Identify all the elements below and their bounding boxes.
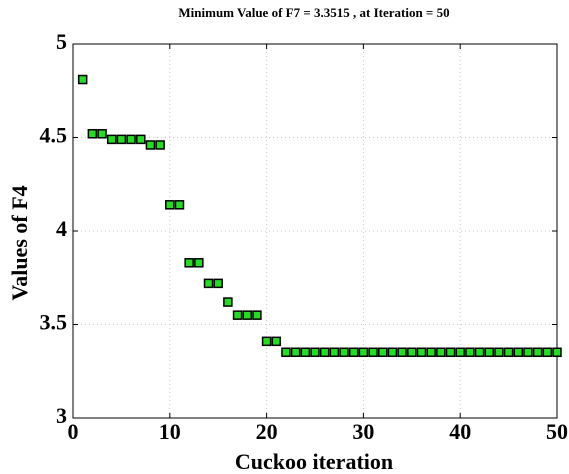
marker: [155, 140, 165, 150]
x-axis-label: Cuckoo iteration: [235, 449, 393, 474]
marker: [339, 347, 349, 358]
marker: [484, 347, 494, 358]
x-tick-label: 40: [449, 419, 471, 444]
marker: [358, 347, 369, 358]
marker: [136, 134, 146, 145]
x-tick-label: 20: [256, 419, 278, 444]
marker: [165, 200, 175, 210]
y-tick-label: 4.5: [40, 123, 68, 148]
marker: [116, 134, 127, 145]
marker: [261, 336, 272, 347]
marker: [436, 347, 446, 358]
marker: [271, 336, 282, 347]
marker: [242, 310, 252, 320]
y-tick-label: 5: [56, 29, 67, 54]
marker: [494, 347, 504, 358]
marker: [523, 347, 533, 358]
marker: [416, 347, 427, 358]
y-tick-label: 3.5: [40, 310, 68, 335]
y-tick-label: 4: [56, 216, 67, 241]
y-axis-label: Values of F4: [7, 185, 32, 300]
marker: [223, 297, 233, 307]
marker: [465, 347, 475, 358]
marker: [532, 347, 543, 358]
marker: [319, 347, 330, 358]
marker: [348, 347, 359, 358]
marker: [474, 347, 485, 358]
x-tick-label: 10: [159, 419, 181, 444]
marker: [329, 347, 340, 358]
x-tick-label: 0: [68, 419, 79, 444]
marker: [87, 129, 98, 139]
marker: [194, 258, 204, 268]
marker: [174, 200, 185, 210]
marker: [232, 310, 243, 320]
marker: [426, 347, 436, 358]
marker: [503, 347, 514, 358]
marker: [397, 347, 407, 358]
marker: [126, 134, 136, 145]
x-tick-label: 30: [352, 419, 374, 444]
marker: [310, 347, 320, 358]
chart-title: Minimum Value of F7 = 3.3515 , at Iterat…: [178, 5, 449, 20]
marker: [213, 278, 223, 289]
marker: [407, 347, 417, 358]
marker: [97, 129, 107, 139]
marker: [445, 347, 456, 358]
marker: [290, 347, 301, 358]
marker: [145, 140, 156, 150]
marker: [281, 347, 291, 358]
marker: [552, 347, 562, 358]
marker: [252, 310, 262, 320]
marker: [368, 347, 378, 358]
marker: [106, 134, 117, 145]
marker: [184, 258, 194, 268]
x-tick-label: 50: [546, 419, 568, 444]
marker: [77, 74, 88, 85]
marker: [378, 347, 388, 358]
marker: [542, 347, 553, 358]
y-tick-label: 3: [56, 403, 67, 428]
marker: [300, 347, 311, 358]
marker: [387, 347, 398, 358]
marker: [513, 347, 524, 358]
marker: [203, 278, 214, 289]
plot-frame: [72, 43, 558, 419]
marker: [455, 347, 465, 358]
